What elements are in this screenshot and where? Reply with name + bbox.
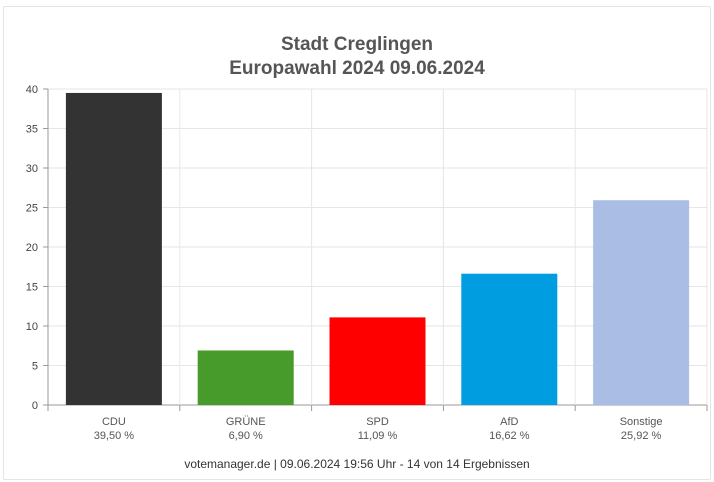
bar-cdu — [65, 92, 162, 405]
x-tick-label: Sonstige — [620, 416, 663, 428]
y-tick-label: 10 — [26, 321, 38, 333]
y-tick-label: 40 — [26, 84, 38, 96]
y-tick-label: 5 — [32, 361, 38, 373]
bar-value-label: 11,09 % — [358, 430, 398, 442]
x-tick-label: AfD — [500, 416, 518, 428]
y-tick-label: 30 — [26, 163, 38, 175]
bar-value-label: 25,92 % — [621, 430, 662, 442]
footer-source: votemanager.de | 09.06.2024 19:56 Uhr - … — [184, 457, 530, 471]
bar-grüne — [197, 350, 294, 405]
bar-value-label: 16,62 % — [489, 430, 530, 442]
y-tick-label: 15 — [26, 282, 38, 294]
chart-frame — [3, 6, 711, 480]
chart-title: Stadt Creglingen — [280, 34, 433, 55]
y-tick-label: 25 — [26, 203, 38, 215]
bar-value-label: 6,90 % — [229, 430, 263, 442]
x-tick-label: SPD — [366, 416, 389, 428]
y-tick-label: 35 — [26, 124, 38, 136]
y-tick-label: 20 — [26, 242, 38, 254]
y-tick-label: 0 — [32, 400, 38, 412]
x-tick-label: GRÜNE — [226, 416, 266, 428]
bar-sonstige — [593, 200, 690, 405]
chart-subtitle: Europawahl 2024 09.06.2024 — [229, 58, 485, 79]
bar-spd — [329, 317, 426, 405]
bar-afd — [461, 273, 558, 405]
x-tick-label: CDU — [102, 416, 126, 428]
bar-value-label: 39,50 % — [94, 430, 135, 442]
